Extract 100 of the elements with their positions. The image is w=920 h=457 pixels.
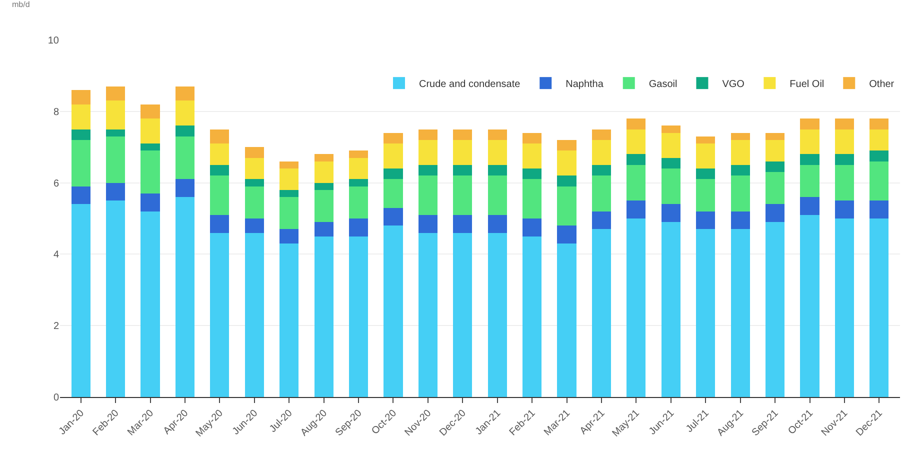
bar (140, 144, 160, 151)
bar (71, 140, 90, 186)
bar (696, 136, 716, 144)
bar (592, 229, 612, 397)
bar (140, 118, 160, 144)
bar (384, 208, 403, 226)
bar (661, 132, 680, 158)
bar (210, 176, 230, 215)
bar (314, 182, 334, 190)
bar (557, 243, 576, 397)
bar (175, 197, 194, 397)
bar (280, 229, 299, 244)
legend-label: Gasoil (648, 78, 678, 90)
bar (800, 214, 820, 397)
bar (384, 168, 403, 180)
bar (834, 118, 854, 130)
bar (418, 232, 438, 397)
bar (522, 236, 542, 397)
bar (348, 150, 368, 158)
bar (488, 140, 507, 165)
bar (870, 161, 889, 201)
bar (175, 100, 194, 126)
bar (348, 236, 368, 397)
bar (766, 161, 785, 172)
bar (453, 129, 472, 140)
bar (453, 214, 472, 233)
bar (800, 118, 820, 130)
bar (106, 100, 126, 130)
bar (418, 140, 438, 165)
bar (280, 190, 299, 198)
bar (384, 132, 403, 144)
bar (766, 204, 785, 222)
legend-label: Naphtha (566, 78, 604, 90)
bar (244, 147, 264, 158)
bar (557, 186, 576, 226)
bar (522, 218, 542, 236)
bar (488, 214, 507, 233)
bar (870, 218, 889, 397)
bar (870, 129, 889, 151)
bar (800, 164, 820, 198)
bar (626, 129, 646, 154)
bar (175, 86, 194, 101)
bar (106, 86, 126, 101)
bar (800, 197, 820, 215)
y-tick-label: 2 (53, 321, 60, 332)
y-tick-label: 0 (53, 392, 60, 404)
bar (244, 186, 264, 218)
bar (210, 144, 230, 165)
bar (730, 132, 750, 140)
bar (626, 154, 646, 165)
bar (730, 211, 750, 230)
bar (314, 154, 334, 162)
bar (730, 176, 750, 212)
bar (766, 132, 785, 140)
bar (348, 158, 368, 180)
bar (314, 161, 334, 183)
bar (557, 226, 576, 244)
bar (696, 144, 716, 169)
bar (661, 204, 680, 222)
bar (106, 136, 126, 183)
bar (696, 229, 716, 397)
bar (210, 214, 230, 233)
bar (348, 179, 368, 186)
bar (870, 200, 889, 218)
bar (453, 140, 472, 165)
bar (418, 176, 438, 215)
bar (488, 232, 507, 397)
bar (557, 176, 576, 186)
bar (592, 129, 612, 140)
bar (834, 200, 854, 218)
bar (280, 168, 299, 190)
bar (661, 126, 680, 133)
bar (175, 136, 194, 180)
bar (348, 218, 368, 236)
bar (800, 129, 820, 154)
legend-label: Other (869, 78, 895, 90)
bar (522, 168, 542, 180)
bar (384, 144, 403, 169)
bar (766, 140, 785, 162)
bar (314, 222, 334, 236)
bar (766, 222, 785, 397)
bar (766, 172, 785, 204)
bar (348, 186, 368, 218)
legend-label: Fuel Oil (790, 78, 824, 90)
bar (314, 236, 334, 397)
bar (140, 104, 160, 119)
bar (140, 211, 160, 397)
bar (834, 164, 854, 201)
bar (488, 176, 507, 215)
bar (71, 204, 90, 397)
bar (384, 226, 403, 397)
bar (244, 218, 264, 233)
bar (834, 154, 854, 165)
bar (453, 232, 472, 397)
bar (522, 179, 542, 218)
y-tick-label: 8 (53, 106, 60, 118)
bar (175, 179, 194, 198)
bar (626, 164, 646, 201)
bar (418, 164, 438, 176)
bar (244, 179, 264, 186)
